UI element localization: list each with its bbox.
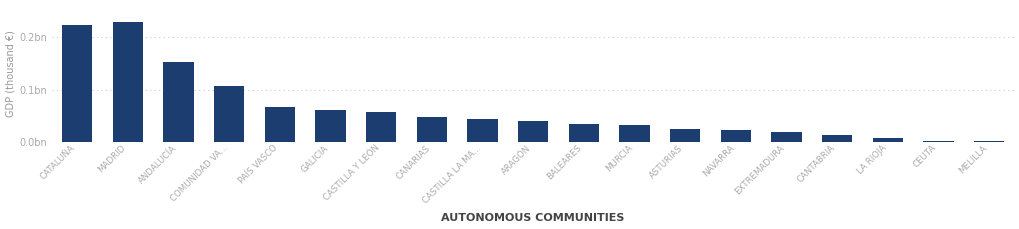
Bar	[619, 125, 649, 142]
Bar	[163, 62, 194, 142]
Bar	[871, 138, 902, 142]
Bar	[719, 131, 750, 142]
Y-axis label: GDP (thousand €): GDP (thousand €)	[5, 30, 15, 117]
Bar	[467, 120, 497, 142]
X-axis label: AUTONOMOUS COMMUNITIES: AUTONOMOUS COMMUNITIES	[441, 213, 625, 224]
Bar	[770, 132, 801, 142]
Bar	[568, 124, 598, 142]
Bar	[821, 135, 852, 142]
Bar	[62, 25, 92, 142]
Bar	[366, 112, 396, 142]
Bar	[416, 117, 446, 142]
Bar	[315, 110, 345, 142]
Bar	[973, 141, 1004, 142]
Bar	[214, 86, 245, 142]
Bar	[669, 129, 700, 142]
Bar	[518, 121, 548, 142]
Bar	[922, 141, 953, 142]
Bar	[112, 22, 143, 142]
Bar	[264, 107, 294, 142]
